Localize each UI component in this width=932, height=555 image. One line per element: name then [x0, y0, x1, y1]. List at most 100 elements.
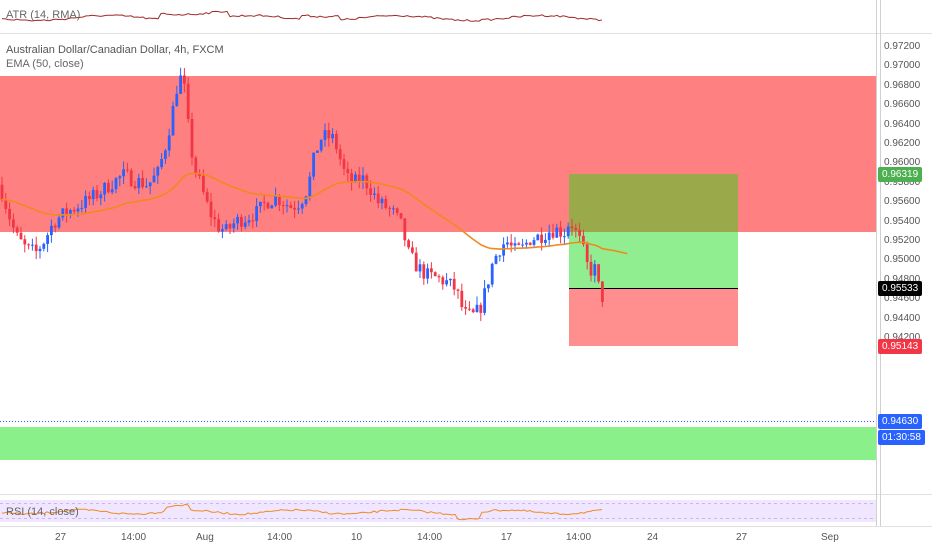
candle-body — [34, 244, 38, 252]
candle-body — [593, 264, 597, 276]
candle-body — [232, 223, 236, 229]
candle-body — [414, 252, 418, 272]
candle-body — [262, 201, 266, 203]
ema-label[interactable]: EMA (50, close) — [6, 58, 84, 70]
candle-body — [437, 276, 441, 278]
candle-body — [475, 304, 479, 313]
price-axis-tick: 0.95400 — [884, 215, 921, 227]
time-axis-tick: 14:00 — [121, 532, 147, 543]
candle-body — [399, 213, 403, 219]
candle-body — [460, 290, 464, 308]
candle-body — [141, 178, 144, 188]
candle-body — [536, 234, 540, 241]
candle-body — [12, 219, 15, 228]
price-axis-tick: 0.96800 — [884, 79, 921, 91]
candle-body — [194, 157, 198, 175]
candle-body — [247, 220, 251, 223]
candle-body — [578, 230, 581, 236]
candle-body — [525, 242, 528, 245]
candle-body — [513, 243, 517, 246]
candle-body — [589, 261, 593, 276]
candle-body — [422, 264, 426, 279]
candle-body — [190, 119, 194, 158]
candle-body — [574, 228, 578, 231]
candle-body — [509, 242, 513, 246]
candle-body — [388, 207, 391, 209]
candle-body — [164, 150, 167, 159]
candle-body — [426, 268, 429, 279]
atr-label[interactable]: ATR (14, RMA) — [6, 9, 81, 21]
candle-body — [566, 226, 570, 237]
candle-body — [122, 169, 125, 177]
candle-body — [145, 186, 148, 188]
last-price-tag: 0.94630 — [878, 414, 923, 429]
bar-countdown: 01:30:58 — [878, 430, 925, 445]
target-price-tag: 0.96319 — [878, 167, 923, 182]
candle-body — [502, 244, 505, 256]
candle-body — [411, 247, 414, 253]
candle-body — [251, 220, 255, 222]
candle-body — [327, 130, 331, 139]
candle-body — [403, 218, 407, 241]
candle-body — [91, 190, 95, 200]
candle-body — [114, 178, 118, 190]
ema-line — [1, 172, 628, 255]
candle-body — [308, 176, 312, 197]
candle-body — [19, 232, 23, 240]
candle-body — [76, 208, 80, 212]
candle-body — [202, 175, 205, 192]
time-axis-tick: 14:00 — [566, 532, 592, 543]
resistance-zone — [0, 76, 876, 232]
support-zone — [0, 427, 876, 460]
rsi-label[interactable]: RSI (14, close) — [6, 506, 79, 518]
candle-body — [316, 150, 319, 153]
position-stop-zone — [569, 288, 738, 346]
candle-body — [540, 234, 543, 243]
candle-body — [331, 133, 334, 139]
entry-price-tag: 0.95533 — [878, 281, 923, 296]
candle-body — [559, 227, 562, 237]
price-axis-tick: 0.94800 — [884, 273, 921, 285]
atr-line — [2, 10, 603, 22]
candle-body — [217, 219, 220, 232]
candle-body — [293, 207, 296, 210]
candle-body — [160, 158, 163, 168]
symbol-title[interactable]: Australian Dollar/Canadian Dollar, 4h, F… — [6, 44, 224, 56]
candle-body — [395, 208, 399, 214]
candle-body — [266, 202, 270, 209]
candle-body — [23, 239, 27, 245]
time-axis-tick: 10 — [351, 532, 363, 543]
time-axis-tick: Aug — [196, 532, 214, 543]
candle-body — [53, 225, 57, 228]
candle-body — [15, 227, 19, 233]
candle-body — [498, 255, 502, 257]
time-axis-tick: 27 — [55, 532, 67, 543]
candle-body — [335, 133, 338, 150]
candle-body — [300, 204, 304, 209]
candle-body — [471, 309, 475, 313]
candle-body — [369, 188, 372, 195]
price-axis-tick: 0.94400 — [884, 312, 921, 324]
candle-body — [107, 182, 110, 193]
candle-body — [445, 280, 448, 285]
candle-body — [171, 105, 175, 136]
candle-body — [532, 240, 536, 245]
candle-body — [110, 189, 114, 193]
candle-body — [585, 244, 589, 262]
candle-body — [319, 139, 323, 151]
candle-body — [570, 226, 574, 229]
candle-body — [547, 232, 551, 240]
candle-body — [407, 240, 410, 248]
candle-body — [103, 182, 106, 195]
candle-body — [323, 130, 327, 140]
candle-body — [376, 193, 380, 204]
candle-body — [597, 264, 600, 282]
candle-body — [582, 235, 585, 245]
candle-body — [278, 195, 281, 206]
candle-body — [373, 193, 376, 195]
candle-body — [487, 284, 490, 289]
candle-body — [186, 83, 190, 120]
candle-body — [449, 278, 452, 281]
